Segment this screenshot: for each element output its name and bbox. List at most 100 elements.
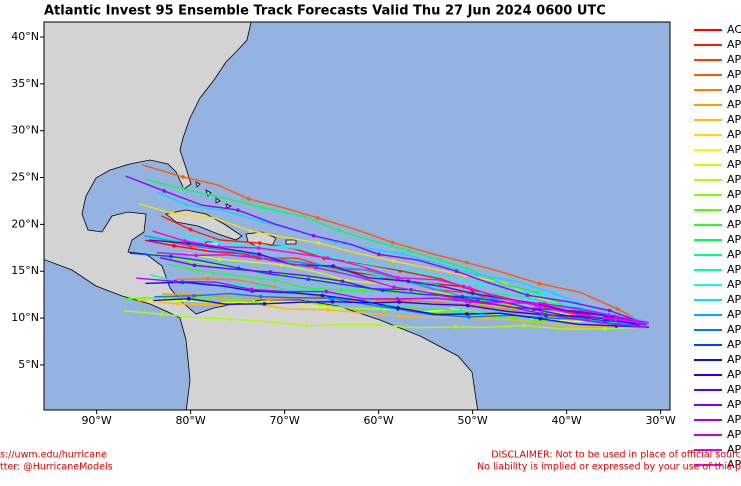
- track-point: [257, 284, 262, 288]
- track-point: [330, 299, 335, 304]
- track-point: [397, 314, 401, 318]
- track-point: [169, 254, 173, 259]
- legend-label: AP: [727, 368, 741, 381]
- track-point: [260, 219, 265, 224]
- lon-tick-label: 30°W: [645, 414, 675, 427]
- track-point: [470, 291, 475, 296]
- track-point: [325, 256, 330, 260]
- map-area: [44, 22, 670, 410]
- track-point: [192, 263, 197, 268]
- track-point: [535, 303, 540, 308]
- lat-tick-label: 15°N: [11, 264, 39, 277]
- track-point: [173, 279, 178, 284]
- track-point: [542, 301, 546, 306]
- axis-ticks: 5°N 10°N 15°N 20°N 25°N 30°N 35°N 40°N 90°W 80°W 7…: [11, 30, 676, 427]
- track-point: [249, 287, 254, 292]
- lat-tick-label: 20°N: [11, 217, 39, 230]
- legend-label: AP: [727, 233, 741, 246]
- legend-label: AP: [727, 323, 741, 336]
- lat-tick-label: 25°N: [11, 171, 39, 184]
- land: [44, 22, 479, 410]
- track-point: [390, 240, 395, 245]
- track-point: [182, 298, 186, 303]
- track-point: [176, 302, 180, 306]
- lon-tick-label: 40°W: [551, 414, 581, 427]
- track-point: [400, 251, 405, 256]
- legend-label: AP: [727, 278, 741, 291]
- track-point: [162, 189, 166, 193]
- track-point: [246, 197, 251, 201]
- track-point: [464, 260, 469, 265]
- track-point: [374, 322, 379, 327]
- track-point: [181, 175, 185, 179]
- track-point: [228, 317, 233, 321]
- track-point: [606, 313, 611, 317]
- legend-label: AP: [727, 263, 741, 276]
- legend-label: AP: [727, 308, 741, 321]
- legend-label: AP: [727, 38, 741, 51]
- legend-label: AP: [727, 458, 741, 471]
- track-point: [183, 202, 188, 207]
- track-point: [331, 264, 335, 268]
- track-point: [273, 278, 278, 283]
- lat-tick-label: 10°N: [11, 311, 39, 324]
- track-point: [613, 317, 618, 322]
- track-point: [465, 266, 469, 271]
- track-point: [333, 240, 338, 245]
- legend-label: AP: [727, 188, 741, 201]
- track-point: [344, 258, 349, 263]
- track-point: [544, 315, 549, 320]
- track-point: [337, 228, 342, 233]
- ensemble-tracks: [123, 164, 650, 331]
- track-point: [377, 252, 381, 257]
- lon-tick-label: 50°W: [457, 414, 487, 427]
- lat-tick-label: 40°N: [11, 30, 39, 43]
- disclaimer: No liability is implied or expressed by …: [477, 462, 741, 473]
- track-point: [396, 306, 400, 310]
- legend-label: AP: [727, 248, 741, 261]
- legend-label: AP: [727, 218, 741, 231]
- legend-label: AP: [727, 158, 741, 171]
- track-point: [534, 318, 538, 323]
- track-point: [603, 318, 607, 323]
- track-point: [194, 253, 198, 258]
- lat-tick-label: 35°N: [11, 77, 39, 90]
- track-point: [326, 308, 330, 312]
- track-point: [537, 307, 542, 311]
- track-point: [186, 296, 191, 301]
- legend-label: AP: [727, 338, 741, 351]
- track-point: [284, 245, 288, 249]
- track-point: [180, 187, 185, 191]
- legend-label: AP: [727, 383, 741, 396]
- legend-label: AP: [727, 353, 741, 366]
- legend-label: AP: [727, 398, 741, 411]
- track-point: [236, 208, 240, 212]
- track-point: [392, 285, 396, 289]
- legend-label: AC: [727, 23, 741, 36]
- legend-label: AP: [727, 203, 741, 216]
- track-point: [406, 248, 410, 253]
- legend-label: AP: [727, 143, 741, 156]
- legend: AC AP AP AP AP AP AP AP AP AP AP AP AP AP AP AP AP AP AP AP…: [694, 23, 741, 471]
- legend-label: AP: [727, 443, 741, 456]
- legend-label: AP: [727, 98, 741, 111]
- track-point: [467, 315, 471, 319]
- track-point: [616, 323, 621, 327]
- track-point: [258, 241, 262, 245]
- track-point: [395, 275, 400, 280]
- legend-label: AP: [727, 173, 741, 186]
- legend-label: AP: [727, 128, 741, 141]
- track-point: [257, 256, 262, 260]
- track-point: [453, 324, 458, 329]
- footer-link: s://uwm.edu/hurricane: [0, 450, 107, 461]
- track-point: [535, 290, 539, 295]
- lon-tick-label: 60°W: [363, 414, 393, 427]
- map-frame: [43, 21, 671, 411]
- track-point: [454, 269, 459, 274]
- track-point: [540, 311, 545, 316]
- track-point: [257, 252, 262, 256]
- track-point: [188, 259, 193, 263]
- track-point: [258, 294, 263, 299]
- track-point: [217, 257, 222, 261]
